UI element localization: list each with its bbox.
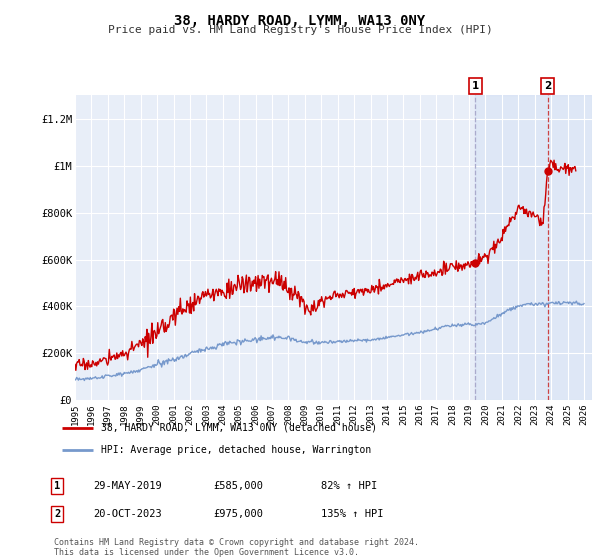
Text: 29-MAY-2019: 29-MAY-2019	[93, 481, 162, 491]
Text: 20-OCT-2023: 20-OCT-2023	[93, 509, 162, 519]
Text: 2: 2	[54, 509, 60, 519]
Text: Price paid vs. HM Land Registry's House Price Index (HPI): Price paid vs. HM Land Registry's House …	[107, 25, 493, 35]
Text: Contains HM Land Registry data © Crown copyright and database right 2024.
This d: Contains HM Land Registry data © Crown c…	[54, 538, 419, 557]
Text: 2: 2	[544, 81, 551, 91]
Text: 1: 1	[472, 81, 479, 91]
Text: 135% ↑ HPI: 135% ↑ HPI	[321, 509, 383, 519]
Text: £975,000: £975,000	[213, 509, 263, 519]
Bar	[475, 95, 592, 400]
Text: £585,000: £585,000	[213, 481, 263, 491]
Text: 82% ↑ HPI: 82% ↑ HPI	[321, 481, 377, 491]
Text: 38, HARDY ROAD, LYMM, WA13 0NY: 38, HARDY ROAD, LYMM, WA13 0NY	[175, 14, 425, 28]
Text: HPI: Average price, detached house, Warrington: HPI: Average price, detached house, Warr…	[101, 445, 371, 455]
Text: 1: 1	[54, 481, 60, 491]
Text: 38, HARDY ROAD, LYMM, WA13 0NY (detached house): 38, HARDY ROAD, LYMM, WA13 0NY (detached…	[101, 423, 377, 433]
